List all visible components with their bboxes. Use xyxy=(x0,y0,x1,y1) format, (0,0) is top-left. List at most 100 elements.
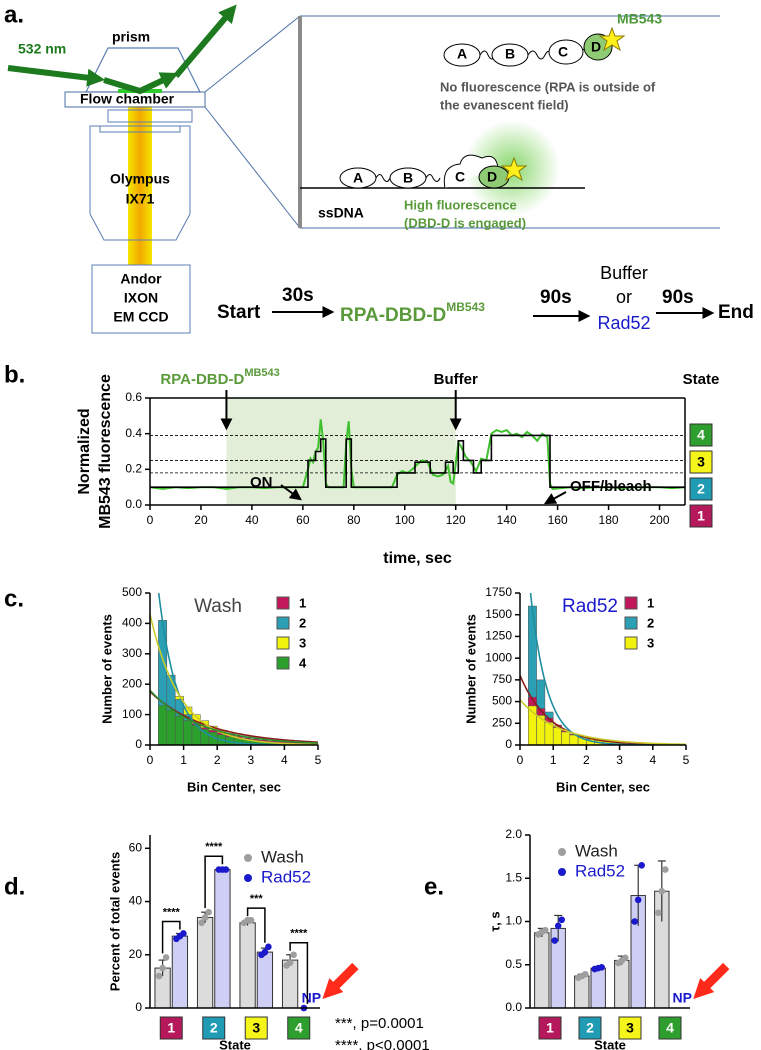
x-tick-label: 4 xyxy=(649,753,656,767)
legend-swatch xyxy=(276,636,290,650)
data-point xyxy=(558,916,565,924)
end-label: Buffer xyxy=(434,371,478,388)
domain xyxy=(548,39,584,65)
state-box xyxy=(159,1016,183,1040)
state-label: 4 xyxy=(697,427,705,443)
data-point xyxy=(622,954,629,962)
state-box xyxy=(202,1016,226,1040)
histogram-bar xyxy=(561,731,571,746)
bar xyxy=(614,959,630,1009)
x-tick-label: 0 xyxy=(147,753,154,767)
state-label: 1 xyxy=(697,508,705,524)
histogram-bar xyxy=(183,720,193,746)
y-tick-label: 250 xyxy=(492,715,512,729)
x-tick-label: 80 xyxy=(347,513,361,527)
y-tick-label: 750 xyxy=(492,672,512,686)
domain-label: A xyxy=(353,170,363,186)
data-point xyxy=(159,964,166,972)
x-tick-label: 180 xyxy=(599,513,619,527)
caption: (DBD-D is engaged) xyxy=(404,215,526,230)
state-box xyxy=(618,1016,642,1040)
annotation-arrow xyxy=(280,484,302,501)
y-tick-label: 1500 xyxy=(485,607,512,621)
y-tick-label: 1.0 xyxy=(505,914,522,928)
y-tick-label: 1000 xyxy=(485,650,512,664)
workflow-time: 30s xyxy=(282,285,314,306)
state-label: 2 xyxy=(697,481,705,497)
workflow-start: Start xyxy=(217,302,261,323)
histogram-bar xyxy=(158,705,168,746)
data-point xyxy=(551,937,558,944)
domain-label: D xyxy=(591,39,601,55)
state-label: 2 xyxy=(210,1020,218,1036)
prism-label: prism xyxy=(112,29,150,45)
state-label: 3 xyxy=(697,454,705,470)
x-tick-label: 5 xyxy=(315,753,322,767)
workflow-choice: or xyxy=(616,287,632,307)
domain xyxy=(443,43,481,67)
chart-title: Wash xyxy=(194,596,242,617)
y-tick-label: 1250 xyxy=(485,629,512,643)
chart-title: Rad52 xyxy=(562,596,618,617)
data-point xyxy=(222,866,230,873)
data-point xyxy=(247,916,255,924)
x-tick-label: 200 xyxy=(650,513,670,527)
y-axis-label: Normalized xyxy=(76,408,93,494)
legend-label: 2 xyxy=(647,615,654,630)
data-point xyxy=(155,972,163,980)
legend-label: 2 xyxy=(299,615,306,630)
data-point xyxy=(638,861,645,869)
significance-bracket xyxy=(204,855,224,909)
zoom-line xyxy=(204,106,301,229)
caption: No fluorescence (RPA is outside of xyxy=(440,79,656,94)
y-tick-label: 20 xyxy=(129,947,143,961)
x-tick-label: 20 xyxy=(194,513,208,527)
domain xyxy=(491,43,529,67)
dye-label: MB543 xyxy=(617,11,662,27)
significance-bracket xyxy=(289,942,309,1004)
y-tick-label: 500 xyxy=(122,585,142,599)
y-tick-label: 1.5 xyxy=(505,870,522,884)
x-axis-label: State xyxy=(219,1037,251,1050)
state-box xyxy=(538,1016,562,1040)
x-tick-label: 0 xyxy=(147,513,154,527)
data-point xyxy=(631,918,638,925)
x-axis-label: Bin Center, sec xyxy=(556,779,650,794)
footnote: ***, p=0.0001 xyxy=(335,1015,424,1032)
data-point xyxy=(180,930,187,937)
data-point xyxy=(542,926,549,934)
domain-d xyxy=(583,33,613,61)
bar xyxy=(256,951,274,1009)
state-box xyxy=(287,1016,311,1040)
data-point xyxy=(198,919,205,927)
fit-curve xyxy=(520,699,686,745)
workflow-choice: Rad52 xyxy=(597,313,650,333)
laser-in xyxy=(7,65,106,87)
y-axis-label: τ, s xyxy=(487,911,502,931)
dna-label: ssDNA xyxy=(318,205,364,221)
y-axis-label: Number of events xyxy=(463,614,478,724)
legend-label: Rad52 xyxy=(261,867,311,886)
legend-label: 3 xyxy=(299,635,306,650)
objective xyxy=(89,125,191,241)
y-tick-label: 0.0 xyxy=(505,1000,522,1014)
state-box xyxy=(689,450,713,474)
camera-label: Andor xyxy=(120,271,162,287)
camera xyxy=(91,264,191,334)
x-tick-label: 1 xyxy=(550,753,557,767)
dye-star xyxy=(598,26,626,52)
significance-bracket xyxy=(161,920,181,954)
na-label: NP xyxy=(672,990,691,1006)
x-tick-label: 160 xyxy=(548,513,568,527)
domain-label: A xyxy=(457,46,467,62)
x-tick-label: 4 xyxy=(281,753,288,767)
x-tick-label: 5 xyxy=(683,753,690,767)
state-box xyxy=(689,477,713,501)
annotation-arrow xyxy=(543,491,567,505)
linker xyxy=(375,174,441,182)
data-point xyxy=(201,914,209,921)
state-label: 3 xyxy=(252,1020,260,1036)
x-tick-label: 1 xyxy=(180,753,187,767)
legend-marker xyxy=(244,874,252,882)
y-tick-label: 0.4 xyxy=(125,426,142,440)
